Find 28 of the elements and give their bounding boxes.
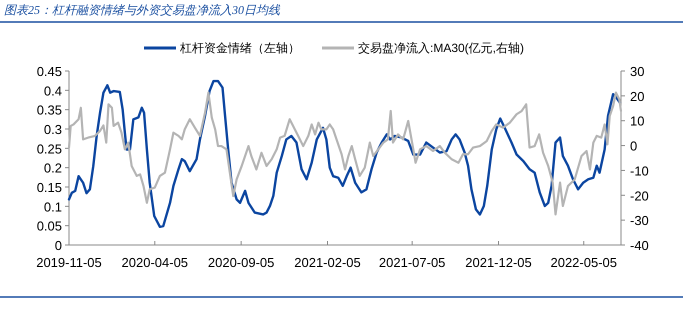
- y2-tick-label: -30: [630, 213, 649, 228]
- x-tick-label: 2019-11-05: [36, 255, 102, 270]
- chart-title: 图表25：杠杆融资情绪与外资交易盘净流入30日均线: [4, 3, 281, 17]
- legend-label: 交易盘净流入:MA30(亿元,右轴): [358, 41, 524, 55]
- y-tick-label: 0.15: [36, 180, 62, 195]
- y2-tick-label: -10: [630, 163, 649, 178]
- y2-tick-label: 10: [630, 114, 644, 129]
- y-tick-label: 0.45: [36, 64, 62, 79]
- y-tick-label: 0.3: [44, 122, 62, 137]
- y2-tick-label: 0: [630, 138, 638, 154]
- y-tick-label: 0.25: [36, 141, 62, 156]
- y-tick-label: 0.1: [44, 199, 62, 214]
- y-tick-label: 0.4: [44, 83, 62, 98]
- y-tick-label: 0: [54, 238, 62, 253]
- x-tick-label: 2021-12-05: [465, 255, 532, 270]
- y2-tick-label: -40: [630, 238, 649, 253]
- x-tick-label: 2022-05-05: [550, 255, 617, 270]
- legend-label: 杠杆资金情绪（左轴）: [179, 41, 300, 55]
- y2-tick-label: 20: [630, 88, 644, 104]
- y-tick-label: 0.35: [36, 102, 62, 118]
- x-tick-label: 2020-04-05: [122, 255, 188, 270]
- y-tick-label: 0.2: [44, 160, 62, 176]
- x-tick-label: 2021-07-05: [378, 255, 446, 270]
- x-tick-label: 2021-02-05: [294, 255, 361, 270]
- y2-tick-label: -20: [630, 188, 649, 204]
- y2-tick-label: 30: [630, 64, 644, 79]
- y-tick-label: 0.05: [36, 218, 62, 234]
- x-tick-label: 2020-09-05: [208, 255, 274, 270]
